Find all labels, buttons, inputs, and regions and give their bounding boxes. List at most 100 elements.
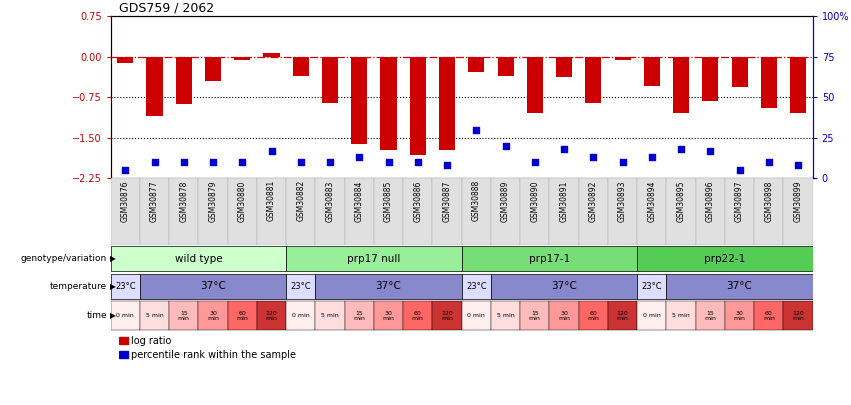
Point <box>586 154 600 160</box>
Bar <box>673 57 689 113</box>
Text: GSM30880: GSM30880 <box>237 180 247 222</box>
Text: GSM30886: GSM30886 <box>414 180 422 222</box>
Text: GSM30876: GSM30876 <box>121 180 129 222</box>
Bar <box>754 178 784 245</box>
Text: 5 min: 5 min <box>497 313 514 318</box>
Bar <box>227 178 257 245</box>
Text: 37°C: 37°C <box>551 281 577 291</box>
Text: 15
min: 15 min <box>178 311 190 321</box>
Bar <box>322 57 338 102</box>
Text: 15
min: 15 min <box>528 311 540 321</box>
Bar <box>111 246 286 271</box>
Bar <box>316 274 461 299</box>
Bar <box>608 301 637 330</box>
Bar <box>439 57 455 150</box>
Text: 60
min: 60 min <box>412 311 424 321</box>
Text: 60
min: 60 min <box>762 311 774 321</box>
Bar <box>614 57 631 60</box>
Bar <box>498 57 514 76</box>
Text: prp17-1: prp17-1 <box>528 254 570 264</box>
Text: wild type: wild type <box>174 254 222 264</box>
Point <box>148 159 162 165</box>
Text: GDS759 / 2062: GDS759 / 2062 <box>119 1 214 14</box>
Bar <box>550 178 579 245</box>
Bar <box>725 301 754 330</box>
Bar <box>732 57 748 87</box>
Bar <box>409 57 426 155</box>
Bar <box>761 57 777 108</box>
Text: 15
min: 15 min <box>353 311 365 321</box>
Text: 5 min: 5 min <box>146 313 163 318</box>
Text: GSM30878: GSM30878 <box>180 180 188 222</box>
Text: ▶: ▶ <box>110 254 116 263</box>
Text: 30
min: 30 min <box>207 311 219 321</box>
Text: 23°C: 23°C <box>466 282 487 291</box>
Point <box>704 147 717 154</box>
Text: percentile rank within the sample: percentile rank within the sample <box>131 350 295 360</box>
Bar <box>784 301 813 330</box>
Point <box>733 167 746 173</box>
Bar <box>286 301 316 330</box>
Bar <box>380 57 397 149</box>
Bar <box>432 301 461 330</box>
Point <box>236 159 249 165</box>
Point <box>528 159 541 165</box>
Text: ▶: ▶ <box>110 282 116 291</box>
Text: 30
min: 30 min <box>383 311 395 321</box>
Bar <box>169 178 198 245</box>
Text: 0 min: 0 min <box>292 313 310 318</box>
Text: GSM30893: GSM30893 <box>618 180 627 222</box>
Text: 30
min: 30 min <box>558 311 570 321</box>
Text: 23°C: 23°C <box>642 282 662 291</box>
Text: GSM30879: GSM30879 <box>208 180 218 222</box>
Bar <box>527 57 543 113</box>
Point <box>118 167 132 173</box>
Point <box>791 162 805 168</box>
Bar <box>198 301 227 330</box>
Point <box>352 154 366 160</box>
Bar <box>461 274 491 299</box>
Point <box>674 146 688 152</box>
Point <box>323 159 337 165</box>
Bar <box>111 274 140 299</box>
Point <box>616 159 630 165</box>
Bar <box>351 57 368 144</box>
Bar <box>643 57 660 86</box>
Bar <box>666 274 813 299</box>
Bar <box>175 57 191 104</box>
Point <box>762 159 775 165</box>
Point <box>411 159 425 165</box>
Text: prp22-1: prp22-1 <box>705 254 745 264</box>
Text: 0 min: 0 min <box>643 313 660 318</box>
Text: GSM30892: GSM30892 <box>589 180 597 222</box>
Text: 60
min: 60 min <box>237 311 248 321</box>
Point <box>294 159 307 165</box>
Bar <box>491 274 637 299</box>
Text: GSM30888: GSM30888 <box>471 180 481 222</box>
Point <box>470 126 483 133</box>
Bar <box>585 57 602 102</box>
Point <box>499 143 512 149</box>
Bar <box>140 301 169 330</box>
Bar <box>784 178 813 245</box>
Text: GSM30885: GSM30885 <box>384 180 393 222</box>
Bar <box>119 351 128 358</box>
Bar <box>468 57 484 72</box>
Bar <box>257 178 286 245</box>
Bar <box>432 178 461 245</box>
Bar <box>637 274 666 299</box>
Bar <box>695 178 725 245</box>
Text: GSM30877: GSM30877 <box>150 180 159 222</box>
Text: GSM30889: GSM30889 <box>501 180 510 222</box>
Bar <box>374 178 403 245</box>
Text: log ratio: log ratio <box>131 336 171 346</box>
Text: ▶: ▶ <box>110 311 116 320</box>
Text: genotype/variation: genotype/variation <box>21 254 107 263</box>
Bar <box>316 178 345 245</box>
Bar <box>637 246 813 271</box>
Bar <box>579 178 608 245</box>
Bar <box>374 301 403 330</box>
Bar <box>754 301 784 330</box>
Bar <box>725 178 754 245</box>
Bar <box>637 178 666 245</box>
